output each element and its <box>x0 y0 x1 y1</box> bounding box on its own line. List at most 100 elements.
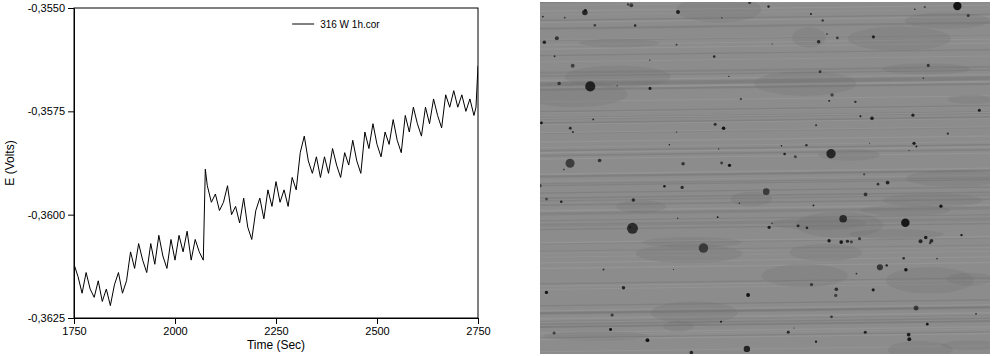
corrosion-pit <box>627 223 638 234</box>
corrosion-pit <box>912 142 915 145</box>
corrosion-pit <box>603 269 605 271</box>
surface-stain <box>540 82 627 107</box>
plot-frame <box>74 8 478 318</box>
corrosion-pit <box>822 19 824 21</box>
corrosion-pit <box>714 123 717 126</box>
surface-stain <box>848 27 951 51</box>
corrosion-pit <box>836 37 839 40</box>
corrosion-pit <box>646 338 650 342</box>
x-tick-label: 2250 <box>264 325 288 337</box>
corrosion-pit <box>542 16 544 18</box>
surface-scratch <box>540 219 990 225</box>
corrosion-pit <box>924 6 926 8</box>
corrosion-pit <box>540 122 543 125</box>
corrosion-pit <box>975 313 977 315</box>
surface-scratch <box>540 308 990 314</box>
y-tick-label: -0,3575 <box>28 105 65 117</box>
corrosion-pit <box>936 258 938 260</box>
corrosion-pit <box>839 215 847 223</box>
x-tick: 1750 <box>62 318 86 337</box>
surface-scratch <box>540 321 990 327</box>
corrosion-pit <box>810 13 812 15</box>
corrosion-pit <box>828 100 830 102</box>
surface-stain <box>789 244 862 261</box>
corrosion-pit <box>713 55 716 58</box>
corrosion-pit <box>939 205 942 208</box>
corrosion-pit <box>545 291 548 294</box>
y-tick: -0,3575 <box>28 105 74 117</box>
surface-scratch <box>540 2 990 6</box>
surface-stain <box>771 217 866 230</box>
surface-scratch <box>540 257 990 263</box>
corrosion-pit <box>718 148 719 149</box>
corrosion-pit <box>634 24 636 26</box>
corrosion-pit <box>681 162 684 165</box>
corrosion-pit <box>740 98 742 100</box>
surface-scratch <box>540 128 990 134</box>
corrosion-pit <box>680 186 683 189</box>
corrosion-pit <box>806 227 809 230</box>
corrosion-pit <box>794 155 797 158</box>
corrosion-pit <box>793 327 794 328</box>
corrosion-pit <box>569 127 572 130</box>
corrosion-pit <box>609 328 612 331</box>
corrosion-pit <box>699 243 709 253</box>
surface-stain <box>616 200 666 212</box>
canvas: 17502000225025002750-0,3625-0,3600-0,357… <box>0 0 994 356</box>
corrosion-pit <box>720 321 722 323</box>
corrosion-pit <box>859 115 861 117</box>
surface-scratch <box>540 224 990 230</box>
corrosion-pit <box>677 218 678 219</box>
corrosion-pit <box>872 35 875 38</box>
corrosion-pit <box>830 93 833 96</box>
surface-stain <box>579 39 659 47</box>
corrosion-pit <box>721 17 723 19</box>
corrosion-pit <box>834 294 837 297</box>
corrosion-pit <box>904 268 907 271</box>
surface-scratch <box>540 307 990 313</box>
corrosion-pit <box>746 293 750 297</box>
corrosion-pit <box>797 224 800 227</box>
surface-scratch <box>540 112 990 118</box>
surface-scratch <box>540 113 990 119</box>
surface-stain <box>948 95 990 104</box>
corrosion-pit <box>720 162 723 165</box>
surface-stain <box>906 170 990 186</box>
legend-swatch <box>292 24 314 25</box>
corrosion-pit <box>787 331 790 334</box>
x-tick: 2500 <box>365 318 389 337</box>
y-axis-line <box>74 9 75 319</box>
y-tick-mark <box>68 111 74 112</box>
surface-stain <box>849 229 943 239</box>
corrosion-pit <box>827 239 830 242</box>
corrosion-pit <box>676 131 677 132</box>
corrosion-pit <box>728 164 731 167</box>
y-tick: -0,3550 <box>28 2 74 14</box>
surface-scratch <box>540 150 990 156</box>
corrosion-pit <box>907 333 911 337</box>
corrosion-pit <box>916 146 918 148</box>
corrosion-pit <box>967 14 970 17</box>
x-tick: 2250 <box>264 318 288 337</box>
surface-stain <box>905 13 990 29</box>
corrosion-pit <box>914 8 916 10</box>
y-axis: -0,3625-0,3600-0,3575-0,3550 <box>28 2 75 324</box>
surface-stain <box>888 341 953 354</box>
surface-scratch <box>540 56 990 62</box>
surface-stain <box>792 27 826 47</box>
x-tick-mark <box>74 318 75 324</box>
corrosion-pit <box>858 237 861 240</box>
corrosion-pit <box>864 193 868 197</box>
corrosion-pit <box>571 64 575 68</box>
corrosion-pit <box>739 203 740 204</box>
corrosion-pit <box>554 55 556 57</box>
y-tick-label: -0,3550 <box>28 2 65 14</box>
corrosion-pit <box>572 131 574 133</box>
corrosion-pit <box>663 185 666 188</box>
corrosion-pit <box>850 241 853 244</box>
corrosion-pit <box>673 269 674 270</box>
x-tick-mark <box>377 318 378 324</box>
surface-scratch <box>540 307 990 313</box>
corrosion-pit <box>555 36 559 40</box>
corrosion-pit <box>872 288 875 291</box>
